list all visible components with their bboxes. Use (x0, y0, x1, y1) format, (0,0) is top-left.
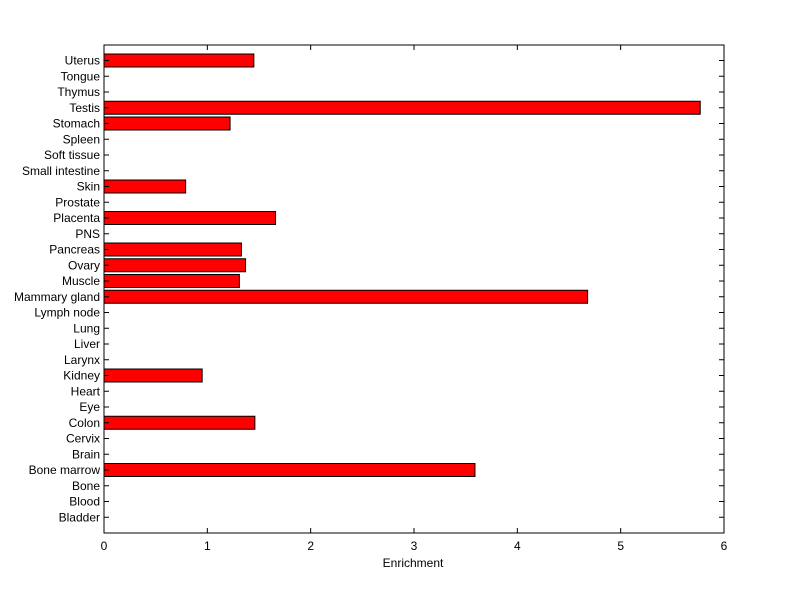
x-tick-label: 1 (204, 539, 211, 553)
x-tick-label: 6 (721, 539, 728, 553)
y-tick-label: Tongue (61, 69, 101, 83)
bar (103, 258, 247, 273)
x-tick-layer: 0 1 2 3 4 5 6 (101, 45, 728, 553)
bars-layer (103, 53, 701, 477)
y-tick-label: Spleen (63, 132, 100, 146)
bar (103, 274, 240, 288)
x-tick-label: 5 (617, 539, 624, 553)
y-tick-label: Liver (74, 337, 100, 351)
y-tick-label: Bone (72, 479, 100, 493)
x-axis-label: Enrichment (383, 556, 444, 570)
y-tick-label: Prostate (55, 195, 100, 209)
y-tick-label: Thymus (57, 85, 100, 99)
bar (103, 100, 701, 115)
y-tick-label: Larynx (64, 353, 100, 367)
y-tick-label: Lymph node (34, 306, 100, 320)
y-tick-label: Lung (73, 321, 100, 335)
y-tick-label: Eye (79, 400, 100, 414)
y-tick-label: Skin (77, 180, 100, 194)
y-tick-label: Muscle (62, 274, 100, 288)
y-tick-label: Colon (69, 416, 100, 430)
bar (103, 211, 277, 225)
bar (103, 415, 256, 430)
y-tick-label: Kidney (63, 369, 100, 383)
bar (103, 242, 242, 257)
bar (103, 116, 231, 131)
y-tick-label: Cervix (66, 432, 100, 446)
y-tick-label: Heart (71, 384, 101, 398)
y-tick-label: Pancreas (49, 243, 100, 257)
x-tick-label: 2 (307, 539, 314, 553)
y-tick-label: Small intestine (22, 164, 100, 178)
bar (103, 53, 255, 68)
y-tick-label: Stomach (53, 117, 100, 131)
bar (103, 463, 476, 477)
bar (103, 289, 589, 304)
y-tick-label: PNS (75, 227, 100, 241)
y-tick-label: Uterus (65, 54, 100, 68)
y-tick-label: Blood (69, 495, 100, 509)
y-tick-label: Bladder (59, 510, 100, 524)
y-tick-label: Bone marrow (29, 463, 101, 477)
bar (103, 179, 187, 194)
y-tick-label: Ovary (68, 258, 100, 272)
x-tick-label: 0 (101, 539, 108, 553)
y-tick-label: Testis (69, 101, 100, 115)
x-tick-label: 3 (411, 539, 418, 553)
x-tick-label: 4 (514, 539, 521, 553)
y-tick-label: Brain (72, 447, 100, 461)
y-tick-label: Mammary gland (14, 290, 100, 304)
y-tick-label: Soft tissue (44, 148, 100, 162)
y-tick-label: Placenta (53, 211, 100, 225)
bar (103, 368, 203, 383)
